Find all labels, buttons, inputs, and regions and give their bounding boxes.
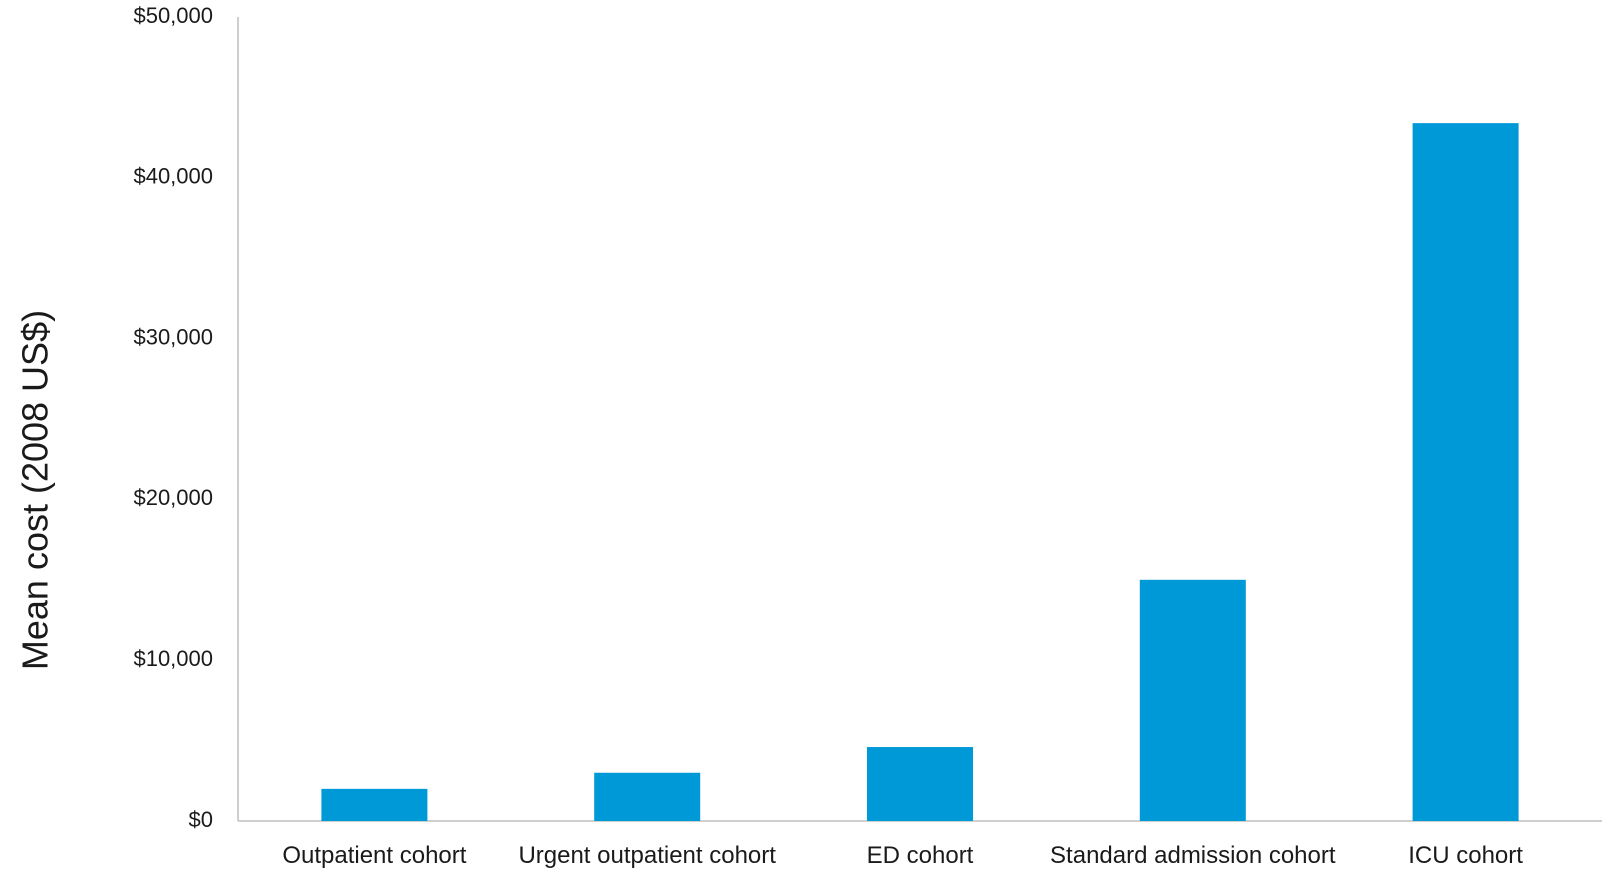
y-tick-label: $40,000 [133, 164, 213, 189]
bars [321, 123, 1519, 822]
bar [594, 772, 701, 821]
x-tick-label: Urgent outpatient cohort [518, 842, 776, 869]
y-tick-label: $0 [189, 807, 213, 832]
y-tick-labels: $0 $10,000 $20,000 $30,000 $40,000 $50,000 [133, 3, 213, 832]
y-tick-label: $50,000 [133, 3, 213, 28]
bar [1139, 579, 1246, 821]
x-tick-label: ICU cohort [1408, 842, 1523, 869]
x-tick-label: ED cohort [867, 842, 974, 869]
bar [867, 747, 973, 821]
y-axis-title-group: Mean cost (2008 US$) [15, 310, 56, 670]
y-axis-title: Mean cost (2008 US$) [15, 310, 56, 670]
x-tick-label: Standard admission cohort [1050, 842, 1336, 869]
bar [321, 788, 428, 821]
bar [1412, 123, 1519, 822]
y-tick-label: $30,000 [133, 324, 213, 349]
x-tick-labels: Outpatient cohort Urgent outpatient cohor… [282, 842, 1523, 869]
x-tick-label: Outpatient cohort [282, 842, 466, 869]
y-tick-label: $10,000 [133, 646, 213, 671]
y-tick-label: $20,000 [133, 485, 213, 510]
